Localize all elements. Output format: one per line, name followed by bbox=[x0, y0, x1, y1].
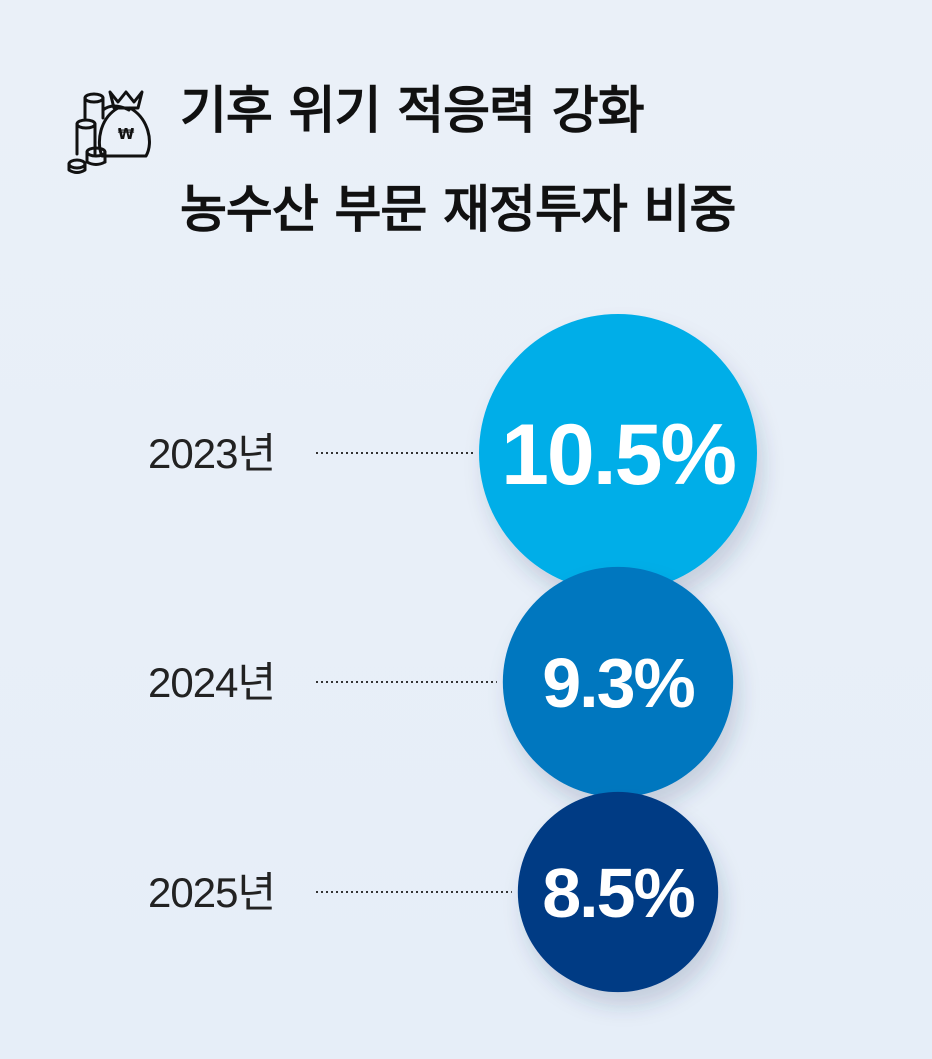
bubble-chart: 2023년 2024년 2025년 10.5% 9.3% 8.5% bbox=[148, 314, 757, 993]
year-label-0: 2023년 bbox=[148, 430, 275, 477]
bubble-value-label-1: 9.3% bbox=[542, 644, 694, 722]
year-label-1: 2024년 bbox=[148, 659, 275, 706]
bubble-1 bbox=[502, 566, 734, 798]
bubble-0 bbox=[479, 314, 757, 592]
bubble-value-label-0: 10.5% bbox=[501, 407, 735, 503]
title-block: ₩ 기후 위기 적응력 강화 농수산 부문 재정투자 비중 bbox=[0, 0, 932, 260]
money-bag-coins-icon: ₩ bbox=[67, 90, 151, 174]
bubble-value-label-2: 8.5% bbox=[542, 854, 694, 932]
bubble-2 bbox=[517, 791, 719, 993]
title-line-1: 기후 위기 적응력 강화 bbox=[180, 82, 645, 141]
title-line-2: 농수산 부문 재정투자 비중 bbox=[180, 181, 736, 240]
year-label-2: 2025년 bbox=[148, 869, 275, 916]
svg-text:₩: ₩ bbox=[118, 125, 135, 143]
